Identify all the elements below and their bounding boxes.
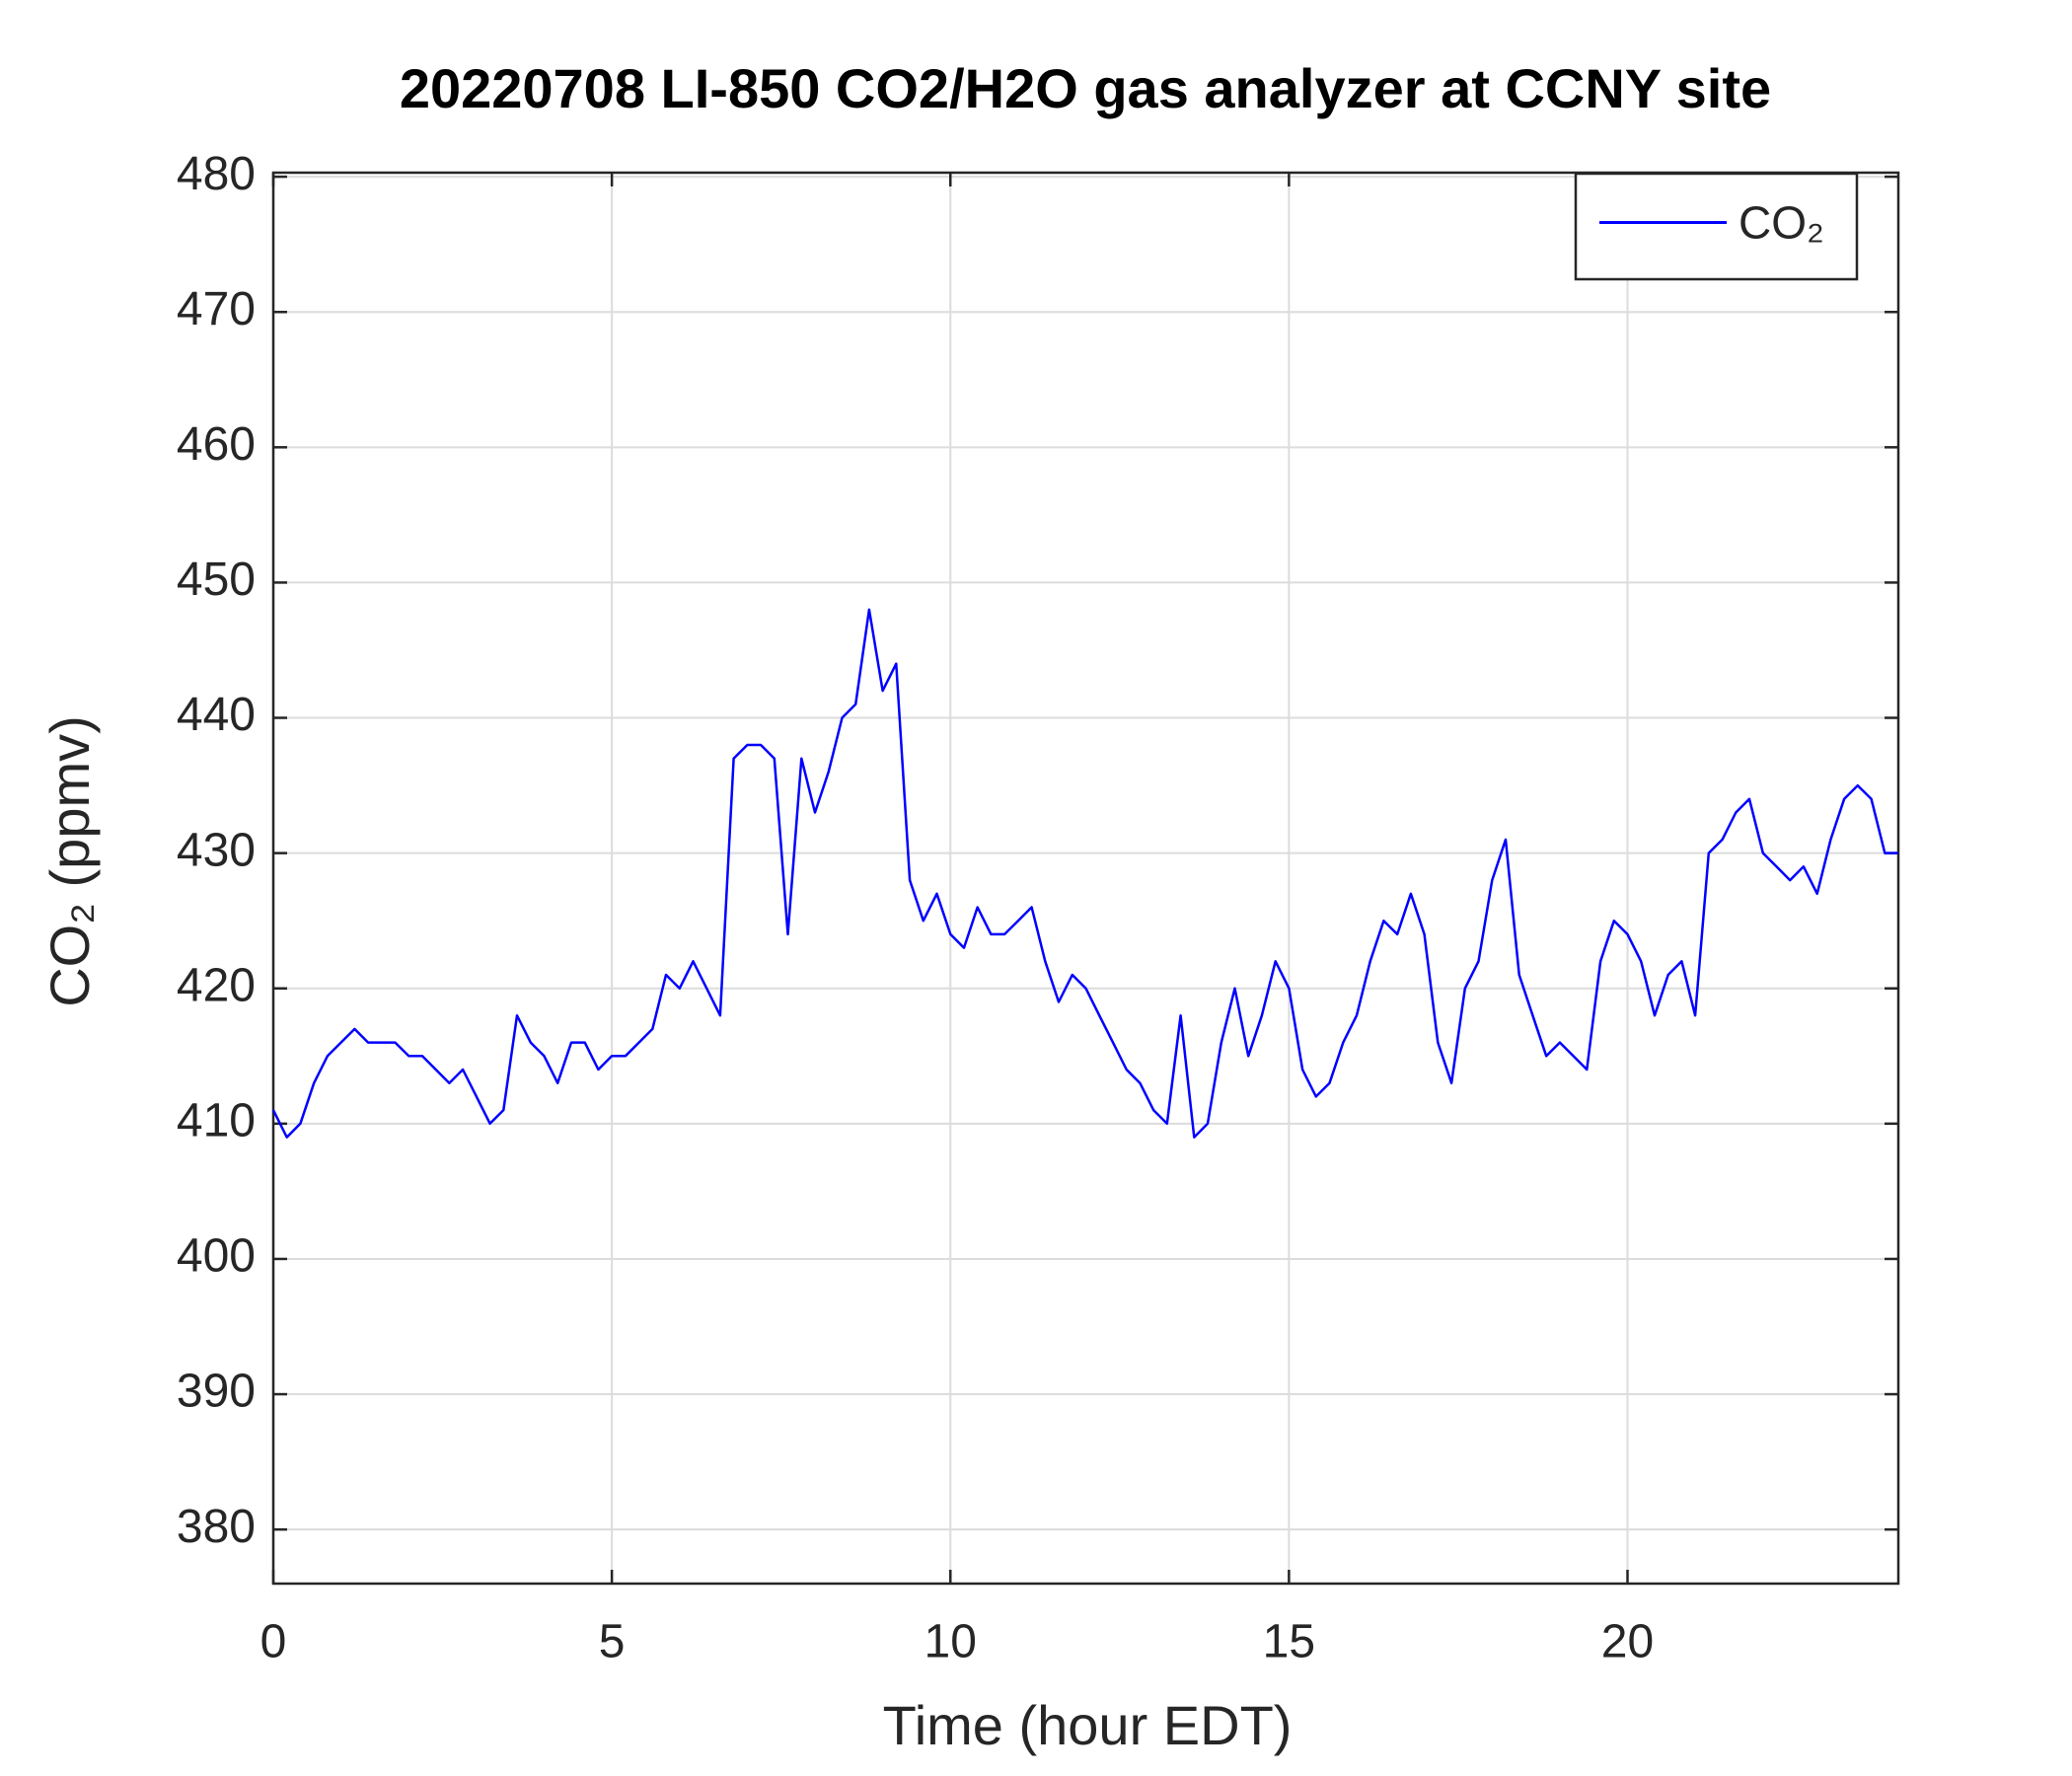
y-tick-label: 460: [177, 418, 256, 471]
y-tick-label: 480: [177, 148, 256, 200]
y-tick-label: 420: [177, 959, 256, 1011]
y-tick-label: 440: [177, 689, 256, 741]
plot-frame: [271, 171, 1900, 1586]
x-tick-label: 20: [1601, 1616, 1654, 1668]
y-tick-label: 380: [177, 1501, 256, 1553]
y-tick-label: 450: [177, 554, 256, 606]
x-tick-label: 10: [925, 1616, 977, 1668]
x-tick-label: 0: [260, 1616, 287, 1668]
x-tick-label: 5: [599, 1616, 626, 1668]
data-line: [271, 608, 1898, 1139]
legend-label: CO₂: [1739, 197, 1824, 249]
y-tick-label: 430: [177, 824, 256, 876]
y-tick-label: 410: [177, 1095, 256, 1147]
x-axis-label: Time (hour EDT): [883, 1694, 1293, 1756]
x-tick-label: 15: [1263, 1616, 1315, 1668]
legend-box: [1574, 172, 1859, 281]
chart-title: 20220708 LI-850 CO2/H2O gas analyzer at …: [400, 57, 1771, 119]
y-tick-label: 470: [177, 283, 256, 335]
y-tick-label: 390: [177, 1366, 256, 1418]
y-tick-label: 400: [177, 1230, 256, 1283]
y-axis-label: CO₂ (ppmv): [38, 715, 101, 1007]
